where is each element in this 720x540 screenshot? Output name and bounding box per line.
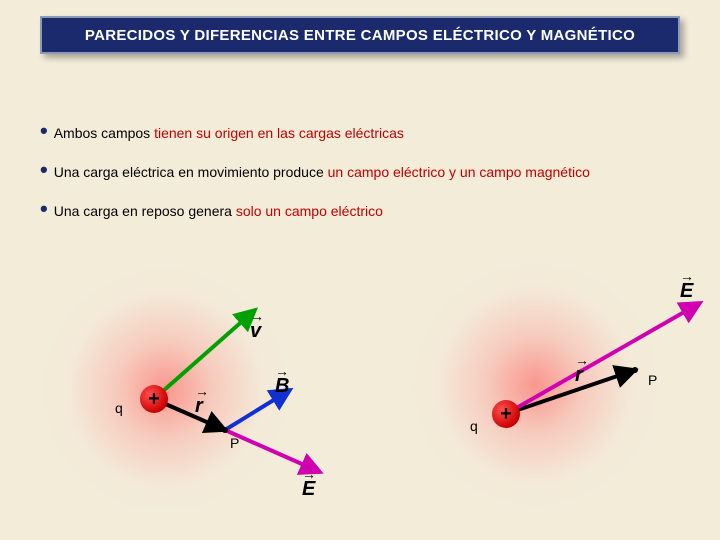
- bullet-1-accent: tienen su origen en las cargas eléctrica…: [154, 125, 404, 141]
- bullet-dot: •: [40, 124, 48, 138]
- bullet-3-text: Una carga en reposo genera: [54, 203, 236, 219]
- title-bar: PARECIDOS Y DIFERENCIAS ENTRE CAMPOS ELÉ…: [40, 16, 680, 54]
- bullet-2-accent: un campo eléctrico y un campo magnético: [328, 164, 590, 180]
- label-P-right: P: [648, 372, 657, 388]
- bullet-dot: •: [40, 202, 48, 216]
- bullet-1: • Ambos campos tienen su origen en las c…: [40, 124, 690, 141]
- bullet-list: • Ambos campos tienen su origen en las c…: [40, 124, 690, 241]
- vec-label-r-right: r: [575, 364, 583, 387]
- label-q-right: q: [470, 418, 478, 434]
- point-P-right: [632, 367, 638, 373]
- label-P-left: P: [230, 435, 239, 451]
- point-P-left: [222, 427, 228, 433]
- vec-label-v: v: [250, 320, 261, 343]
- vec-label-E-left: E: [302, 478, 315, 501]
- bullet-2-text: Una carga eléctrica en movimiento produc…: [54, 164, 328, 180]
- vector-arrows: [0, 270, 720, 540]
- label-q-left: q: [115, 400, 123, 416]
- vec-label-B: B: [275, 375, 289, 398]
- bullet-3: • Una carga en reposo genera solo un cam…: [40, 202, 690, 219]
- vec-label-E-right: E: [680, 280, 693, 303]
- bullet-2: • Una carga eléctrica en movimiento prod…: [40, 163, 690, 180]
- bullet-3-accent: solo un campo eléctrico: [236, 203, 383, 219]
- bullet-1-text: Ambos campos: [54, 125, 154, 141]
- page-title: PARECIDOS Y DIFERENCIAS ENTRE CAMPOS ELÉ…: [85, 27, 635, 44]
- bullet-dot: •: [40, 163, 48, 177]
- vec-label-r-left: r: [195, 395, 203, 418]
- diagrams-area: + + q P q P v r B E r E: [0, 270, 720, 540]
- charge-right: +: [492, 400, 520, 428]
- vector-E-right: [506, 303, 700, 414]
- charge-left: +: [140, 385, 168, 413]
